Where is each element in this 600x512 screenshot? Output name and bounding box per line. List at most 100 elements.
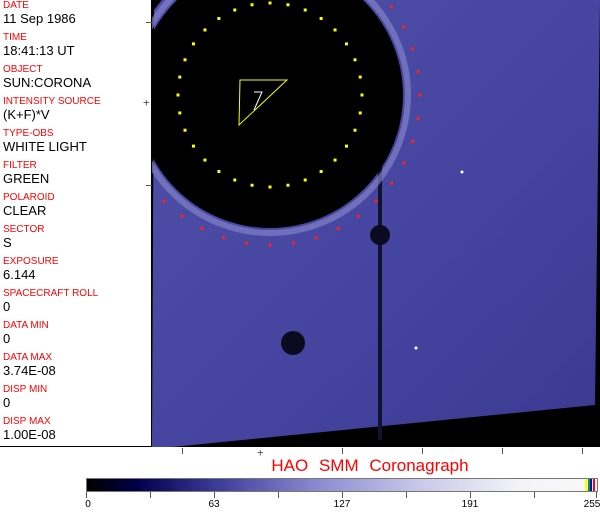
limb-marker <box>250 183 254 187</box>
limb-marker <box>333 28 337 32</box>
limb-marker <box>162 199 166 203</box>
field-polaroid: POLAROID CLEAR <box>0 192 151 224</box>
field-intensity-source: INTENSITY SOURCE (K+F)*V <box>0 96 151 128</box>
colorbar-tick <box>406 492 407 498</box>
center-marker: + <box>257 446 264 459</box>
field-value: 0 <box>3 395 11 410</box>
axis-tick <box>182 448 183 454</box>
limb-marker <box>314 236 318 240</box>
limb-marker <box>319 169 323 173</box>
field-value: GREEN <box>3 171 50 186</box>
colorbar-tick <box>150 492 151 498</box>
limb-marker <box>344 42 348 46</box>
limb-marker <box>245 241 249 245</box>
field-value: 0 <box>3 299 11 314</box>
limb-marker <box>200 227 204 231</box>
field-label: POLAROID <box>3 192 55 203</box>
limb-marker <box>353 128 357 132</box>
axis-tick <box>502 448 503 454</box>
limb-marker <box>222 236 226 240</box>
field-value: 6.144 <box>3 267 36 282</box>
limb-marker <box>268 243 272 247</box>
field-label: TYPE-OBS <box>3 128 54 139</box>
field-value: 0 <box>3 331 11 346</box>
limb-marker <box>358 111 362 115</box>
field-label: DISP MAX <box>3 416 51 427</box>
center-marker: + <box>143 96 150 109</box>
limb-marker <box>411 47 415 51</box>
axis-tick <box>146 22 152 23</box>
limb-marker <box>356 214 360 218</box>
limb-marker <box>217 169 221 173</box>
limb-marker <box>353 58 357 62</box>
field-label: SECTOR <box>3 224 45 235</box>
limb-marker <box>333 158 337 162</box>
field-exposure: EXPOSURE 6.144 <box>0 256 151 288</box>
field-time: TIME 18:41:13 UT <box>0 32 151 64</box>
limb-marker <box>233 8 237 12</box>
field-filter: FILTER GREEN <box>0 160 151 192</box>
field-value: S <box>3 235 12 250</box>
limb-marker <box>291 241 295 245</box>
plot-title: HAO SMM Coronagraph <box>271 456 469 475</box>
field-value: 1.00E-08 <box>3 427 56 442</box>
coronagraph-image <box>152 0 600 447</box>
colorbar-tick <box>470 492 471 498</box>
limb-marker <box>203 158 207 162</box>
colorbar-tick-label: 63 <box>208 499 220 510</box>
sector-triangle <box>238 79 289 127</box>
field-spacecraft-roll: SPACECRAFT ROLL 0 <box>0 288 151 320</box>
limb-marker <box>286 3 290 7</box>
field-label: DATA MIN <box>3 320 49 331</box>
axis-tick <box>582 448 583 454</box>
field-type-obs: TYPE-OBS WHITE LIGHT <box>0 128 151 160</box>
colorbar-tick <box>596 492 597 498</box>
field-value: CLEAR <box>3 203 47 218</box>
field-value: 18:41:13 UT <box>3 43 75 58</box>
dark-spot <box>370 225 390 245</box>
limb-marker <box>178 75 182 79</box>
field-label: DATA MAX <box>3 352 53 363</box>
sun-limb-markers <box>162 1 422 247</box>
field-label: EXPOSURE <box>3 256 59 267</box>
limb-marker <box>360 93 364 97</box>
colorbar-tick-label: 0 <box>85 499 91 510</box>
field-label: SPACECRAFT ROLL <box>3 288 99 299</box>
field-date: DATE 11 Sep 1986 <box>0 0 151 32</box>
limb-marker <box>303 178 307 182</box>
limb-marker <box>344 144 348 148</box>
limb-marker <box>402 161 406 165</box>
field-label: OBJECT <box>3 64 43 75</box>
limb-marker <box>176 93 180 97</box>
field-data-max: DATA MAX 3.74E-08 <box>0 352 151 384</box>
limb-marker <box>319 17 323 21</box>
colorbar-tick-label: 191 <box>461 499 479 510</box>
occulter-disk <box>152 0 403 228</box>
field-data-min: DATA MIN 0 <box>0 320 151 352</box>
limb-marker <box>303 8 307 12</box>
limb-marker <box>358 75 362 79</box>
field-value: (K+F)*V <box>3 107 50 122</box>
limb-marker <box>203 28 207 32</box>
limb-marker <box>416 116 420 120</box>
colorbar-tick <box>342 492 343 498</box>
field-disp-min: DISP MIN 0 <box>0 384 151 416</box>
limb-marker <box>389 181 393 185</box>
dark-spot <box>281 331 305 355</box>
limb-marker <box>180 214 184 218</box>
limb-marker <box>402 25 406 29</box>
colorbar <box>86 478 598 492</box>
field-value: SUN:CORONA <box>3 75 92 90</box>
limb-marker <box>389 5 393 9</box>
field-disp-max: DISP MAX 1.00E-08 <box>0 416 151 448</box>
limb-marker <box>286 183 290 187</box>
limb-marker <box>418 93 422 97</box>
limb-marker <box>183 58 187 62</box>
limb-marker <box>217 17 221 21</box>
limb-marker <box>336 227 340 231</box>
limb-marker <box>183 128 187 132</box>
limb-marker <box>416 70 420 74</box>
colorbar-tick <box>214 492 215 498</box>
header-info-panel: DATE 11 Sep 1986 TIME 18:41:13 UT OBJECT SUN:… <box>0 0 152 447</box>
axis-tick <box>342 448 343 454</box>
